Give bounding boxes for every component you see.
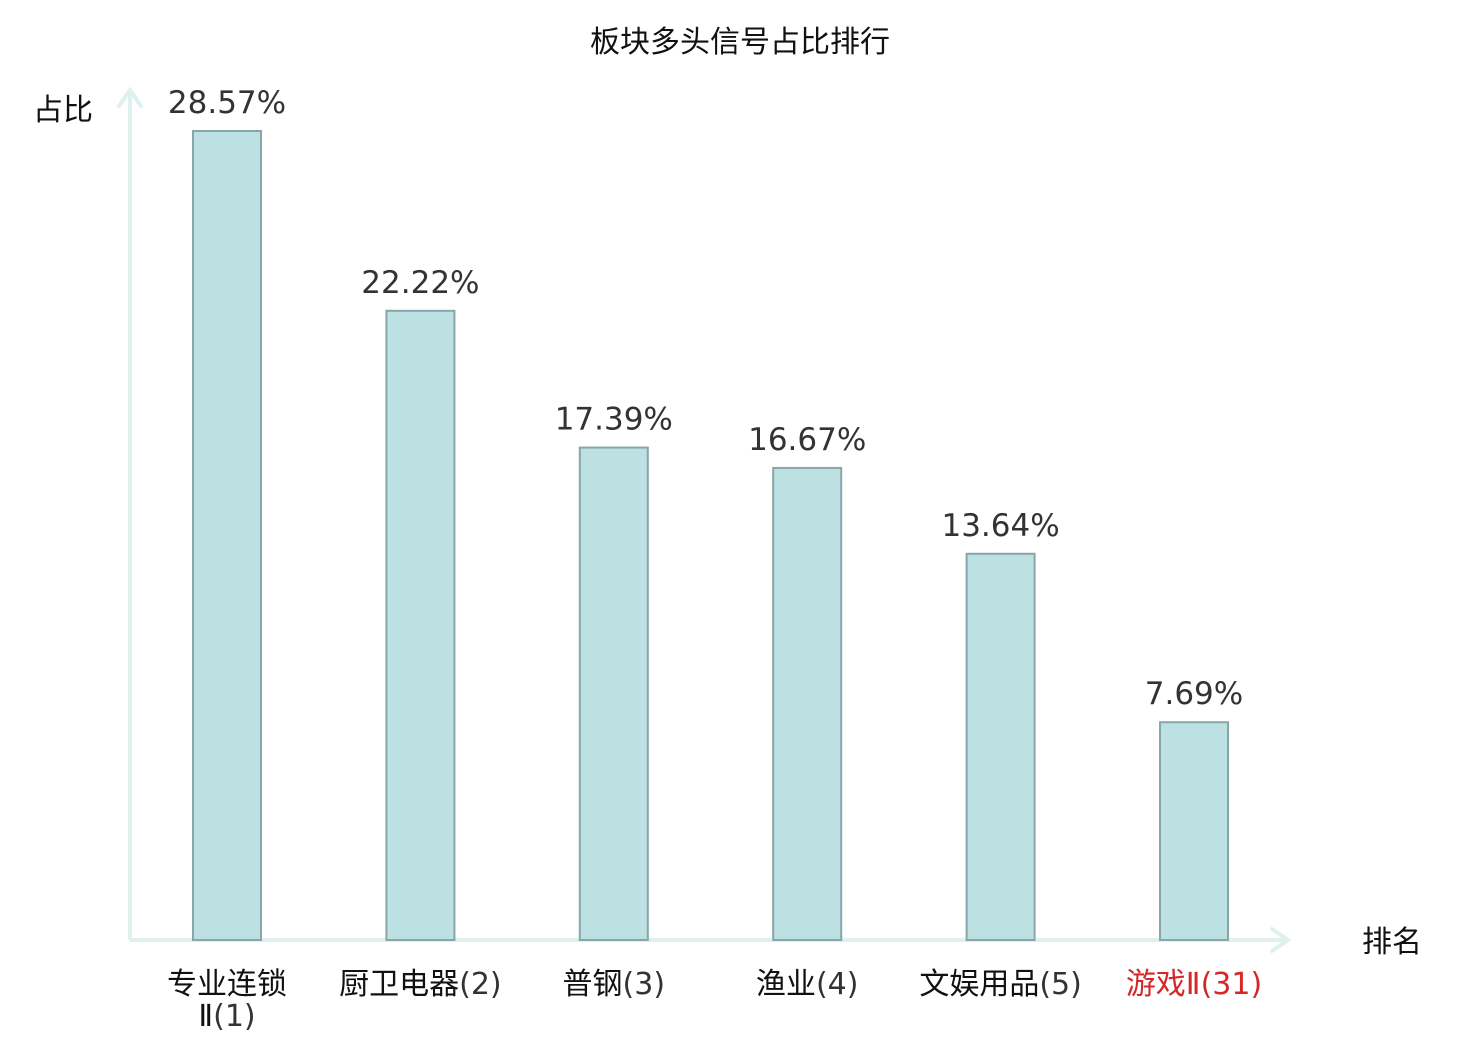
bars-group	[192, 130, 1229, 941]
value-label: 13.64%	[941, 508, 1059, 544]
bar[interactable]	[772, 466, 843, 941]
category-name: 文娱用品	[919, 967, 1039, 1002]
category-name: 渔业	[756, 967, 816, 1002]
category-name: 普钢	[563, 967, 623, 1002]
category-rank: (5)	[1039, 967, 1082, 1002]
y-axis-label: 占比	[33, 93, 93, 128]
category-rank: (31)	[1201, 967, 1263, 1002]
bar[interactable]	[1159, 721, 1229, 941]
value-label: 28.57%	[168, 85, 286, 121]
category-name: 厨卫电器	[339, 967, 459, 1002]
axes	[117, 86, 1292, 953]
category-label: 普钢(3)	[563, 967, 666, 1002]
bar[interactable]	[965, 552, 1036, 941]
category-label: 专业连锁 Ⅱ(1)	[167, 967, 287, 1034]
value-labels-group: 28.57% 22.22% 17.39% 16.67% 13.64% 7.69%	[168, 85, 1243, 712]
category-label: 游戏Ⅱ(31)	[1126, 967, 1262, 1002]
y-axis-arrow	[117, 86, 143, 108]
bar[interactable]	[578, 446, 649, 941]
bar[interactable]	[192, 130, 262, 941]
value-label: 22.22%	[361, 265, 479, 301]
category-labels-group: 专业连锁 Ⅱ(1) 厨卫电器(2) 普钢(3) 渔业(4) 文娱用品(5) 游戏Ⅱ(31)	[167, 967, 1262, 1034]
bar[interactable]	[385, 309, 456, 941]
x-axis-arrow	[1270, 927, 1292, 953]
category-rank: (1)	[213, 999, 256, 1034]
x-axis-label: 排名	[1362, 925, 1422, 960]
category-rank: (2)	[459, 967, 502, 1002]
category-name: 专业连锁	[167, 967, 287, 1002]
category-label: 文娱用品(5)	[919, 967, 1082, 1002]
category-name-suffix: Ⅱ	[198, 999, 213, 1034]
value-label: 7.69%	[1145, 676, 1243, 712]
value-label: 17.39%	[555, 402, 673, 438]
category-rank: (3)	[623, 967, 666, 1002]
category-label: 渔业(4)	[756, 967, 859, 1002]
category-name: 游戏Ⅱ	[1126, 967, 1201, 1002]
chart-title: 板块多头信号占比排行	[590, 25, 890, 60]
category-label: 厨卫电器(2)	[339, 967, 502, 1002]
value-label: 16.67%	[748, 422, 866, 458]
category-rank: (4)	[816, 967, 859, 1002]
